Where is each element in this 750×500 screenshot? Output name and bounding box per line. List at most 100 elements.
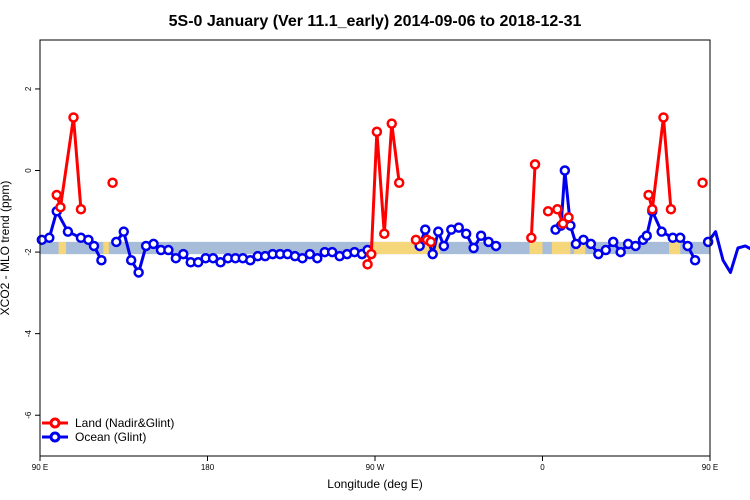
ocean-point bbox=[593, 248, 604, 260]
ocean-point bbox=[192, 257, 204, 268]
land-band bbox=[551, 241, 571, 255]
land-point bbox=[542, 206, 554, 217]
land-point bbox=[410, 234, 422, 246]
ocean-point bbox=[630, 240, 641, 252]
land-point bbox=[75, 204, 87, 215]
legend-ocean-marker bbox=[49, 431, 61, 443]
ocean-point bbox=[326, 246, 338, 258]
land-band bbox=[574, 241, 586, 255]
ocean-point bbox=[475, 230, 487, 242]
x-tick-label: 90 W bbox=[366, 463, 385, 472]
land-point bbox=[665, 204, 677, 215]
ocean-point bbox=[460, 228, 472, 239]
ocean-point bbox=[453, 222, 464, 233]
y-tick-label: 0 bbox=[24, 168, 33, 173]
land-point bbox=[557, 218, 569, 229]
x-tick-label: 90 E bbox=[32, 463, 48, 472]
ocean-point bbox=[420, 224, 431, 235]
ocean-point bbox=[88, 240, 100, 252]
ocean-point bbox=[682, 240, 693, 252]
ocean-point bbox=[570, 238, 582, 250]
ocean-point bbox=[483, 236, 494, 248]
ocean-point bbox=[207, 252, 219, 264]
legend: Land (Nadir&Glint) Ocean (Glint) bbox=[42, 416, 174, 444]
ocean-point bbox=[702, 236, 714, 248]
land-band bbox=[103, 241, 109, 255]
land-point bbox=[552, 204, 563, 215]
x-axis-label: Longitude (deg E) bbox=[327, 477, 422, 491]
land-point bbox=[658, 112, 669, 123]
ocean-point bbox=[304, 248, 316, 260]
land-band bbox=[58, 241, 67, 255]
ocean-point bbox=[433, 226, 444, 237]
ocean-point bbox=[163, 244, 174, 256]
land-point bbox=[366, 248, 377, 260]
land-point bbox=[647, 204, 658, 215]
land-line bbox=[55, 115, 83, 210]
ocean-point bbox=[641, 230, 652, 242]
ocean-point bbox=[578, 234, 589, 246]
ocean-point bbox=[44, 232, 55, 244]
land-band bbox=[669, 241, 681, 255]
ocean-point bbox=[245, 254, 256, 266]
land-point bbox=[386, 118, 397, 129]
ocean-point bbox=[111, 236, 122, 248]
x-tick-label: 0 bbox=[540, 463, 545, 472]
ocean-point bbox=[96, 254, 107, 266]
legend-land-label: Land (Nadir&Glint) bbox=[75, 416, 174, 430]
x-tick-label: 180 bbox=[201, 463, 215, 472]
ocean-point bbox=[148, 238, 159, 250]
land-point bbox=[697, 177, 708, 188]
ocean-line bbox=[706, 230, 750, 274]
land-point bbox=[425, 236, 437, 248]
ocean-point bbox=[312, 252, 323, 264]
land-line bbox=[529, 164, 537, 238]
y-axis-label: XCO2 - MLO trend (ppm) bbox=[0, 181, 12, 316]
legend-ocean-label: Ocean (Glint) bbox=[75, 430, 146, 444]
land-point bbox=[643, 189, 654, 201]
y-tick-label: -6 bbox=[24, 411, 33, 419]
ocean-point bbox=[118, 226, 129, 237]
land-point bbox=[55, 201, 66, 213]
land-band bbox=[529, 241, 543, 255]
ocean-point bbox=[170, 252, 182, 264]
y-tick-label: -2 bbox=[24, 248, 33, 256]
y-axis: -6 -4 -2 0 2 bbox=[24, 86, 40, 419]
ocean-point bbox=[83, 234, 94, 246]
y-tick-label: 2 bbox=[24, 86, 33, 91]
ocean-point bbox=[559, 165, 571, 176]
ocean-point bbox=[62, 226, 74, 237]
ocean-point bbox=[133, 267, 144, 278]
x-tick-label: 90 E bbox=[702, 463, 718, 472]
land-point bbox=[529, 159, 541, 170]
ocean-point bbox=[427, 248, 438, 260]
ocean-point bbox=[468, 242, 479, 254]
ocean-point bbox=[125, 254, 137, 266]
land-point bbox=[379, 228, 390, 239]
land-point bbox=[393, 177, 405, 188]
ocean-point bbox=[689, 254, 701, 266]
land-point bbox=[68, 112, 79, 123]
land-point bbox=[526, 232, 537, 244]
ocean-point bbox=[656, 226, 667, 237]
land-point bbox=[107, 177, 118, 188]
ocean-point bbox=[674, 232, 686, 244]
land-point bbox=[563, 212, 574, 223]
chart-title: 5S-0 January (Ver 11.1_early) 2014-09-06… bbox=[169, 13, 582, 30]
ocean-point bbox=[585, 238, 597, 250]
land-point bbox=[371, 126, 383, 138]
y-tick-label: -4 bbox=[24, 330, 33, 338]
land-point bbox=[362, 259, 373, 270]
ocean-point bbox=[607, 236, 619, 248]
plot-area bbox=[36, 112, 750, 278]
ocean-point bbox=[438, 240, 450, 252]
ocean-point bbox=[297, 252, 308, 264]
ocean-point bbox=[600, 244, 612, 256]
ocean-point bbox=[215, 257, 226, 268]
ocean-point bbox=[615, 246, 626, 258]
land-series bbox=[51, 112, 708, 270]
x-axis: 90 E 180 90 W 0 90 E bbox=[32, 456, 718, 472]
land-point bbox=[51, 189, 62, 201]
ocean-point bbox=[490, 240, 502, 252]
